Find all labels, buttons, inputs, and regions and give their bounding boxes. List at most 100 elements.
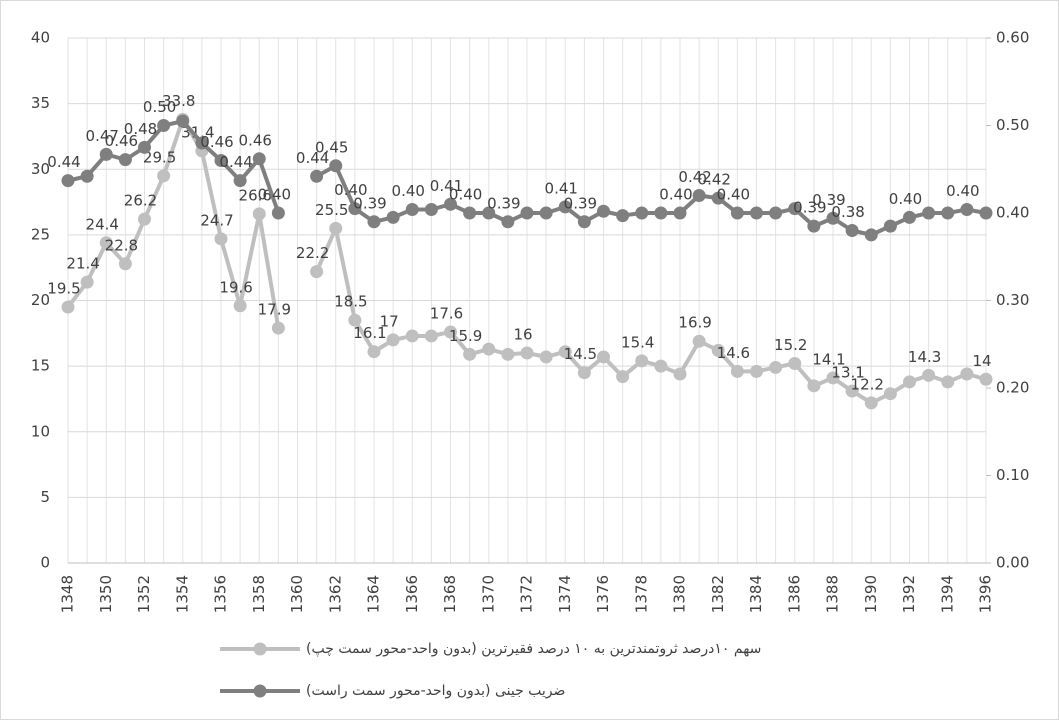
point: [310, 169, 324, 183]
point: [941, 206, 955, 220]
point: [444, 325, 457, 339]
point: [845, 384, 859, 398]
x-tick-label: 1352: [135, 575, 153, 613]
y2-tick-label: 0.60: [996, 29, 1029, 47]
point: [577, 215, 591, 229]
y2-tick-label: 0.10: [996, 466, 1029, 484]
point: [424, 329, 438, 343]
x-tick-label: 1358: [250, 575, 268, 613]
data-label: 0.41: [545, 179, 578, 197]
point: [539, 350, 553, 364]
point: [157, 169, 171, 183]
point: [482, 206, 496, 220]
data-label: 16.1: [353, 324, 386, 342]
data-label: 0.40: [392, 182, 425, 200]
point: [195, 136, 209, 150]
point: [329, 221, 343, 235]
x-tick-label: 1394: [938, 575, 956, 613]
x-tick-label: 1378: [632, 575, 650, 613]
point: [405, 203, 419, 216]
point: [635, 206, 649, 220]
x-tick-label: 1350: [97, 575, 115, 613]
y-tick-label: 0: [40, 554, 50, 572]
point: [233, 299, 247, 313]
data-label: 0.39: [812, 191, 845, 209]
data-label: 0.44: [296, 149, 329, 167]
y2-tick-label: 0.40: [996, 204, 1029, 222]
x-tick-label: 1396: [977, 575, 995, 613]
point: [903, 375, 916, 389]
point: [99, 236, 113, 250]
data-label: 15.4: [621, 333, 654, 351]
point: [348, 313, 362, 327]
point: [673, 367, 687, 381]
point: [405, 329, 419, 343]
point: [348, 202, 362, 216]
data-label: 0.40: [258, 186, 291, 204]
y-tick-label: 15: [31, 357, 50, 375]
point: [730, 206, 744, 220]
point: [214, 154, 228, 167]
x-tick-label: 1366: [403, 575, 421, 613]
point: [329, 159, 343, 173]
x-tick-label: 1362: [326, 575, 344, 613]
point: [558, 345, 572, 359]
point: [176, 114, 190, 128]
x-tick-label: 1390: [862, 575, 880, 613]
point: [80, 275, 94, 289]
point: [654, 206, 668, 220]
point: [730, 364, 744, 378]
data-label: 0.50: [143, 98, 176, 116]
data-label: 33.8: [162, 92, 195, 110]
legend-label: سهم ۱۰درصد ثروتمندترین به ۱۰ درصد فقیرتر…: [306, 641, 761, 657]
data-label: 29.5: [143, 148, 176, 166]
data-label: 0.39: [793, 199, 826, 217]
point: [80, 169, 94, 183]
point: [979, 372, 993, 386]
y-tick-label: 5: [40, 488, 50, 506]
data-label: 13.1: [831, 364, 864, 382]
x-tick-label: 1372: [518, 575, 536, 613]
x-tick-label: 1364: [365, 575, 383, 613]
point: [616, 370, 630, 384]
point: [616, 209, 630, 223]
point: [558, 200, 572, 214]
point: [214, 232, 228, 246]
data-label: 14: [972, 352, 991, 370]
data-label: 0.40: [946, 182, 979, 200]
data-label: 0.46: [105, 132, 138, 150]
point: [252, 207, 266, 221]
point: [883, 387, 897, 401]
point: [271, 206, 285, 220]
data-label: 22.8: [105, 236, 138, 254]
data-label: 0.48: [124, 120, 157, 138]
point: [788, 202, 802, 216]
y2-tick-label: 0.30: [996, 291, 1029, 309]
point: [310, 265, 324, 279]
point: [711, 343, 725, 357]
point: [673, 206, 687, 220]
data-label: 12.2: [851, 375, 884, 393]
point: [864, 228, 878, 242]
y-tick-label: 35: [31, 94, 50, 112]
point: [99, 147, 113, 161]
point: [922, 368, 936, 382]
point: [960, 203, 974, 216]
point: [960, 367, 974, 381]
point: [463, 347, 477, 361]
legend-label: ضریب جینی (بدون واحد-محور سمت راست): [306, 683, 565, 699]
x-tick-label: 1388: [824, 575, 842, 613]
point: [252, 152, 266, 166]
data-label: 0.39: [487, 194, 520, 212]
data-label: 15.2: [774, 336, 807, 354]
point: [845, 224, 859, 237]
point: [711, 191, 725, 205]
data-label: 0.46: [239, 131, 272, 149]
x-tick-label: 1386: [785, 575, 803, 613]
y-tick-label: 20: [31, 291, 50, 309]
data-label: 26.2: [124, 192, 157, 210]
point: [367, 345, 381, 359]
data-label: 18.5: [334, 293, 367, 311]
point: [826, 211, 840, 225]
